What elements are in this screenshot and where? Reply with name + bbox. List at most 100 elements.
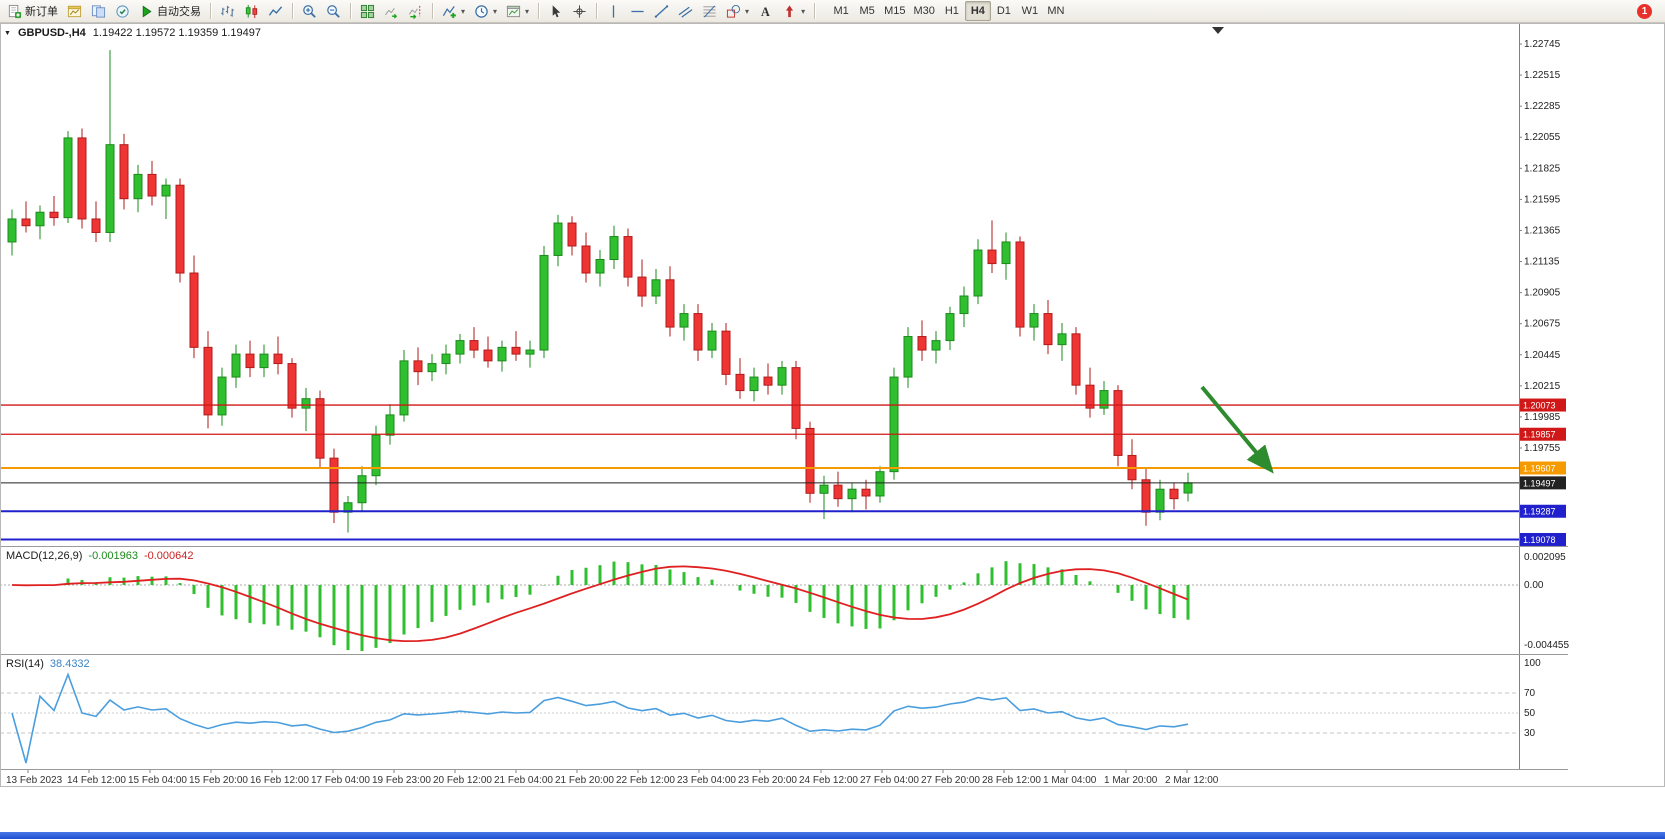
time-axis[interactable]: [0, 770, 1568, 787]
candle: [1057, 323, 1067, 361]
price-axis-label: 1.21825: [1524, 163, 1561, 174]
crosshair-button[interactable]: [568, 1, 591, 21]
timeframe-button-h1[interactable]: H1: [939, 1, 965, 21]
tile-windows-button[interactable]: [356, 1, 379, 21]
candle: [1169, 482, 1179, 510]
zoom-out-button[interactable]: [322, 1, 345, 21]
time-axis-label: 23 Feb 20:00: [738, 775, 797, 786]
trendline-button[interactable]: [650, 1, 673, 21]
candle: [301, 387, 311, 432]
candle: [91, 201, 101, 242]
macd-panel[interactable]: [0, 547, 1519, 653]
candle: [609, 225, 619, 269]
zoom-in-button[interactable]: [298, 1, 321, 21]
new-chart-button[interactable]: [63, 1, 86, 21]
candle: [973, 239, 983, 305]
time-axis-label: 15 Feb 20:00: [189, 775, 248, 786]
toolbar-separator: [210, 3, 211, 19]
profiles-icon: [91, 4, 106, 19]
candle: [175, 178, 185, 283]
periods-button[interactable]: ▾: [470, 1, 501, 21]
timeframe-button-m30[interactable]: M30: [909, 1, 938, 21]
chart-collapse-icon[interactable]: ▼: [4, 29, 11, 37]
svg-text:1.19857: 1.19857: [1523, 430, 1556, 440]
templates-button[interactable]: ▾: [502, 1, 533, 21]
timeframe-group: M1 M5 M15 M30 H1 H4 D1 W1 MN: [828, 1, 1069, 21]
dropdown-arrow-icon[interactable]: ▾: [525, 6, 530, 16]
candle: [1015, 236, 1025, 337]
candle: [63, 131, 73, 224]
timeframe-button-m5[interactable]: M5: [854, 1, 880, 21]
rsi-axis-label: 50: [1524, 708, 1536, 719]
chart-shift-icon: [408, 4, 423, 19]
chart-canvas[interactable]: 1.22745 1.22515 1.22285 1.22055 1.21825 1.215…: [0, 23, 1665, 787]
candle: [651, 268, 661, 305]
candle: [119, 133, 129, 210]
vertical-line-button[interactable]: [602, 1, 625, 21]
line-chart-button[interactable]: [264, 1, 287, 21]
arrows-button[interactable]: ▾: [778, 1, 809, 21]
indicators-button[interactable]: ▾: [438, 1, 469, 21]
auto-scroll-button[interactable]: [380, 1, 403, 21]
macd-signal-line: [11, 565, 1189, 643]
price-line-axis-label: 1.20073: [1520, 398, 1566, 412]
toolbar-separator: [432, 3, 433, 19]
bar-chart-button[interactable]: [216, 1, 239, 21]
candlestick-chart-button[interactable]: [240, 1, 263, 21]
timeframe-button-m15[interactable]: M15: [880, 1, 909, 21]
price-axis-label: 1.20215: [1524, 381, 1561, 392]
bar-chart-icon: [220, 4, 235, 19]
price-axis-label: 1.21595: [1524, 194, 1561, 205]
new-order-button[interactable]: 新订单: [3, 1, 62, 21]
time-axis-label: 2 Mar 12:00: [1165, 775, 1219, 786]
candle: [525, 340, 535, 368]
notification-badge[interactable]: 1: [1637, 3, 1652, 19]
fibonacci-button[interactable]: [698, 1, 721, 21]
candle: [931, 331, 941, 364]
metaeditor-button[interactable]: [111, 1, 134, 21]
time-axis-label: 27 Feb 20:00: [921, 775, 980, 786]
text-button[interactable]: A: [754, 1, 777, 21]
chart-symbol-period: GBPUSD-,H4: [17, 27, 86, 39]
candle: [805, 421, 815, 503]
time-axis-label: 27 Feb 04:00: [860, 775, 919, 786]
horizontal-line-button[interactable]: [626, 1, 649, 21]
candle: [875, 466, 885, 503]
candlestick-chart-icon: [244, 4, 259, 19]
shapes-button[interactable]: ▾: [722, 1, 753, 21]
cursor-button[interactable]: [544, 1, 567, 21]
rsi-panel[interactable]: [0, 655, 1519, 769]
trend-arrow-annotation[interactable]: [1200, 385, 1274, 474]
candle: [665, 266, 675, 337]
time-axis-label: 21 Feb 04:00: [494, 775, 553, 786]
timeframe-button-d1[interactable]: D1: [991, 1, 1017, 21]
chart-shift-marker[interactable]: [1212, 27, 1224, 34]
chart-shift-button[interactable]: [404, 1, 427, 21]
time-axis-label: 14 Feb 12:00: [67, 775, 126, 786]
dropdown-arrow-icon[interactable]: ▾: [801, 6, 806, 16]
candle: [427, 354, 437, 382]
indicators-icon: [442, 4, 457, 19]
time-axis-label: 21 Feb 20:00: [555, 775, 614, 786]
timeframe-button-m1[interactable]: M1: [828, 1, 854, 21]
dropdown-arrow-icon[interactable]: ▾: [745, 6, 750, 16]
rsi-value: 38.4332: [49, 658, 90, 670]
timeframe-button-mn[interactable]: MN: [1043, 1, 1069, 21]
auto-trading-button[interactable]: 自动交易: [135, 1, 205, 21]
candle: [889, 367, 899, 480]
profiles-button[interactable]: [87, 1, 110, 21]
timeframe-button-w1[interactable]: W1: [1017, 1, 1043, 21]
price-axis[interactable]: [1519, 23, 1665, 769]
price-line-axis-label: 1.19078: [1520, 532, 1566, 546]
time-axis-label: 15 Feb 04:00: [128, 775, 187, 786]
chart-window: 1.22745 1.22515 1.22285 1.22055 1.21825 1.215…: [0, 23, 1665, 787]
time-axis-label: 17 Feb 04:00: [311, 775, 370, 786]
vertical-line-icon: [606, 4, 621, 19]
dropdown-arrow-icon[interactable]: ▾: [493, 6, 498, 16]
dropdown-arrow-icon[interactable]: ▾: [461, 6, 466, 16]
candle: [679, 304, 689, 341]
candle: [539, 246, 549, 359]
main-chart-area[interactable]: [0, 23, 1519, 545]
timeframe-button-h4[interactable]: H4: [964, 1, 991, 21]
channel-button[interactable]: [674, 1, 697, 21]
